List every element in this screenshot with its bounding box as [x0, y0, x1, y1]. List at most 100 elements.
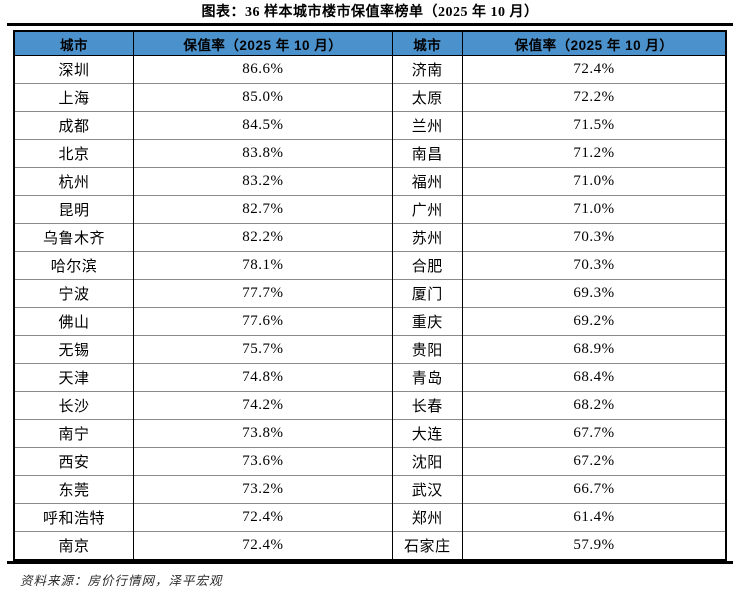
table-row: 西安 73.6% 沈阳 67.2% — [13, 447, 727, 476]
city-cell-right: 沈阳 — [391, 447, 464, 476]
table-row: 上海 85.0% 太原 72.2% — [13, 83, 727, 112]
table-row: 深圳 86.6% 济南 72.4% — [13, 55, 727, 84]
rate-cell-left: 82.2% — [133, 223, 393, 252]
rate-cell-right: 69.2% — [462, 307, 727, 336]
rate-cell-right: 68.9% — [462, 335, 727, 364]
rate-cell-left: 86.6% — [133, 55, 393, 84]
figure-title: 图表：36 样本城市楼市保值率榜单（2025 年 10 月） — [201, 5, 539, 20]
rate-cell-right: 67.7% — [462, 419, 727, 448]
table-row: 昆明 82.7% 广州 71.0% — [13, 195, 727, 224]
header-city-left: 城市 — [13, 31, 135, 56]
table-row: 长沙 74.2% 长春 68.2% — [13, 391, 727, 420]
table-row: 乌鲁木齐 82.2% 苏州 70.3% — [13, 223, 727, 252]
rate-cell-left: 77.7% — [133, 279, 393, 308]
city-cell-right: 石家庄 — [391, 531, 464, 560]
city-cell-right: 武汉 — [391, 475, 464, 504]
city-cell-right: 太原 — [391, 83, 464, 112]
table-row: 北京 83.8% 南昌 71.2% — [13, 139, 727, 168]
rate-cell-left: 78.1% — [133, 251, 393, 280]
rate-cell-right: 66.7% — [462, 475, 727, 504]
table-row: 哈尔滨 78.1% 合肥 70.3% — [13, 251, 727, 280]
table-row: 天津 74.8% 青岛 68.4% — [13, 363, 727, 392]
city-cell-left: 南宁 — [13, 419, 135, 448]
city-cell-left: 呼和浩特 — [13, 503, 135, 532]
rate-cell-left: 74.8% — [133, 363, 393, 392]
bottom-rule — [7, 561, 733, 564]
rate-cell-left: 77.6% — [133, 307, 393, 336]
city-cell-left: 佛山 — [13, 307, 135, 336]
city-cell-right: 长春 — [391, 391, 464, 420]
city-cell-right: 合肥 — [391, 251, 464, 280]
table-row: 无锡 75.7% 贵阳 68.9% — [13, 335, 727, 364]
rate-cell-right: 72.4% — [462, 55, 727, 84]
table-row: 东莞 73.2% 武汉 66.7% — [13, 475, 727, 504]
rate-cell-right: 68.4% — [462, 363, 727, 392]
city-cell-right: 大连 — [391, 419, 464, 448]
rate-cell-right: 71.5% — [462, 111, 727, 140]
header-city-right: 城市 — [391, 31, 464, 56]
rate-cell-right: 67.2% — [462, 447, 727, 476]
table-row: 杭州 83.2% 福州 71.0% — [13, 167, 727, 196]
city-rate-table: 城市 保值率（2025 年 10 月） 城市 保值率（2025 年 10 月） … — [13, 30, 727, 561]
rate-cell-left: 73.8% — [133, 419, 393, 448]
table-row: 成都 84.5% 兰州 71.5% — [13, 111, 727, 140]
rate-cell-left: 73.2% — [133, 475, 393, 504]
rate-cell-right: 70.3% — [462, 223, 727, 252]
rate-cell-left: 74.2% — [133, 391, 393, 420]
city-cell-right: 兰州 — [391, 111, 464, 140]
rate-cell-left: 85.0% — [133, 83, 393, 112]
top-rule — [7, 23, 733, 26]
city-cell-left: 深圳 — [13, 55, 135, 84]
city-cell-left: 北京 — [13, 139, 135, 168]
source-note: 资料来源：房价行情网，泽平宏观 — [20, 574, 223, 588]
city-cell-left: 成都 — [13, 111, 135, 140]
table-row: 宁波 77.7% 厦门 69.3% — [13, 279, 727, 308]
city-cell-left: 杭州 — [13, 167, 135, 196]
city-cell-left: 哈尔滨 — [13, 251, 135, 280]
city-cell-left: 西安 — [13, 447, 135, 476]
city-cell-left: 无锡 — [13, 335, 135, 364]
rate-cell-right: 71.2% — [462, 139, 727, 168]
city-cell-left: 上海 — [13, 83, 135, 112]
city-cell-right: 重庆 — [391, 307, 464, 336]
table-header-row: 城市 保值率（2025 年 10 月） 城市 保值率（2025 年 10 月） — [13, 31, 727, 56]
rate-cell-right: 72.2% — [462, 83, 727, 112]
city-cell-left: 昆明 — [13, 195, 135, 224]
rate-cell-left: 73.6% — [133, 447, 393, 476]
table-row: 佛山 77.6% 重庆 69.2% — [13, 307, 727, 336]
rate-cell-left: 83.8% — [133, 139, 393, 168]
city-cell-left: 南京 — [13, 531, 135, 560]
table-row: 南宁 73.8% 大连 67.7% — [13, 419, 727, 448]
city-cell-right: 郑州 — [391, 503, 464, 532]
city-cell-right: 贵阳 — [391, 335, 464, 364]
rate-cell-left: 82.7% — [133, 195, 393, 224]
city-cell-right: 广州 — [391, 195, 464, 224]
header-rate-right: 保值率（2025 年 10 月） — [462, 31, 727, 56]
rate-cell-left: 72.4% — [133, 503, 393, 532]
city-cell-left: 长沙 — [13, 391, 135, 420]
rate-cell-left: 75.7% — [133, 335, 393, 364]
city-cell-right: 厦门 — [391, 279, 464, 308]
table-body: 深圳 86.6% 济南 72.4% 上海 85.0% 太原 72.2% 成都 84.5% 兰州 71.… — [13, 55, 727, 560]
rate-cell-right: 71.0% — [462, 167, 727, 196]
rate-cell-right: 57.9% — [462, 531, 727, 560]
rate-cell-right: 61.4% — [462, 503, 727, 532]
city-cell-left: 宁波 — [13, 279, 135, 308]
rate-cell-right: 71.0% — [462, 195, 727, 224]
table-row: 呼和浩特 72.4% 郑州 61.4% — [13, 503, 727, 532]
city-cell-left: 东莞 — [13, 475, 135, 504]
rate-cell-right: 69.3% — [462, 279, 727, 308]
city-cell-right: 青岛 — [391, 363, 464, 392]
rate-cell-left: 84.5% — [133, 111, 393, 140]
city-cell-left: 乌鲁木齐 — [13, 223, 135, 252]
city-cell-left: 天津 — [13, 363, 135, 392]
city-cell-right: 济南 — [391, 55, 464, 84]
rate-cell-left: 72.4% — [133, 531, 393, 560]
city-cell-right: 南昌 — [391, 139, 464, 168]
city-cell-right: 苏州 — [391, 223, 464, 252]
table-row: 南京 72.4% 石家庄 57.9% — [13, 531, 727, 560]
rate-cell-left: 83.2% — [133, 167, 393, 196]
header-rate-left: 保值率（2025 年 10 月） — [133, 31, 393, 56]
city-cell-right: 福州 — [391, 167, 464, 196]
rate-cell-right: 68.2% — [462, 391, 727, 420]
